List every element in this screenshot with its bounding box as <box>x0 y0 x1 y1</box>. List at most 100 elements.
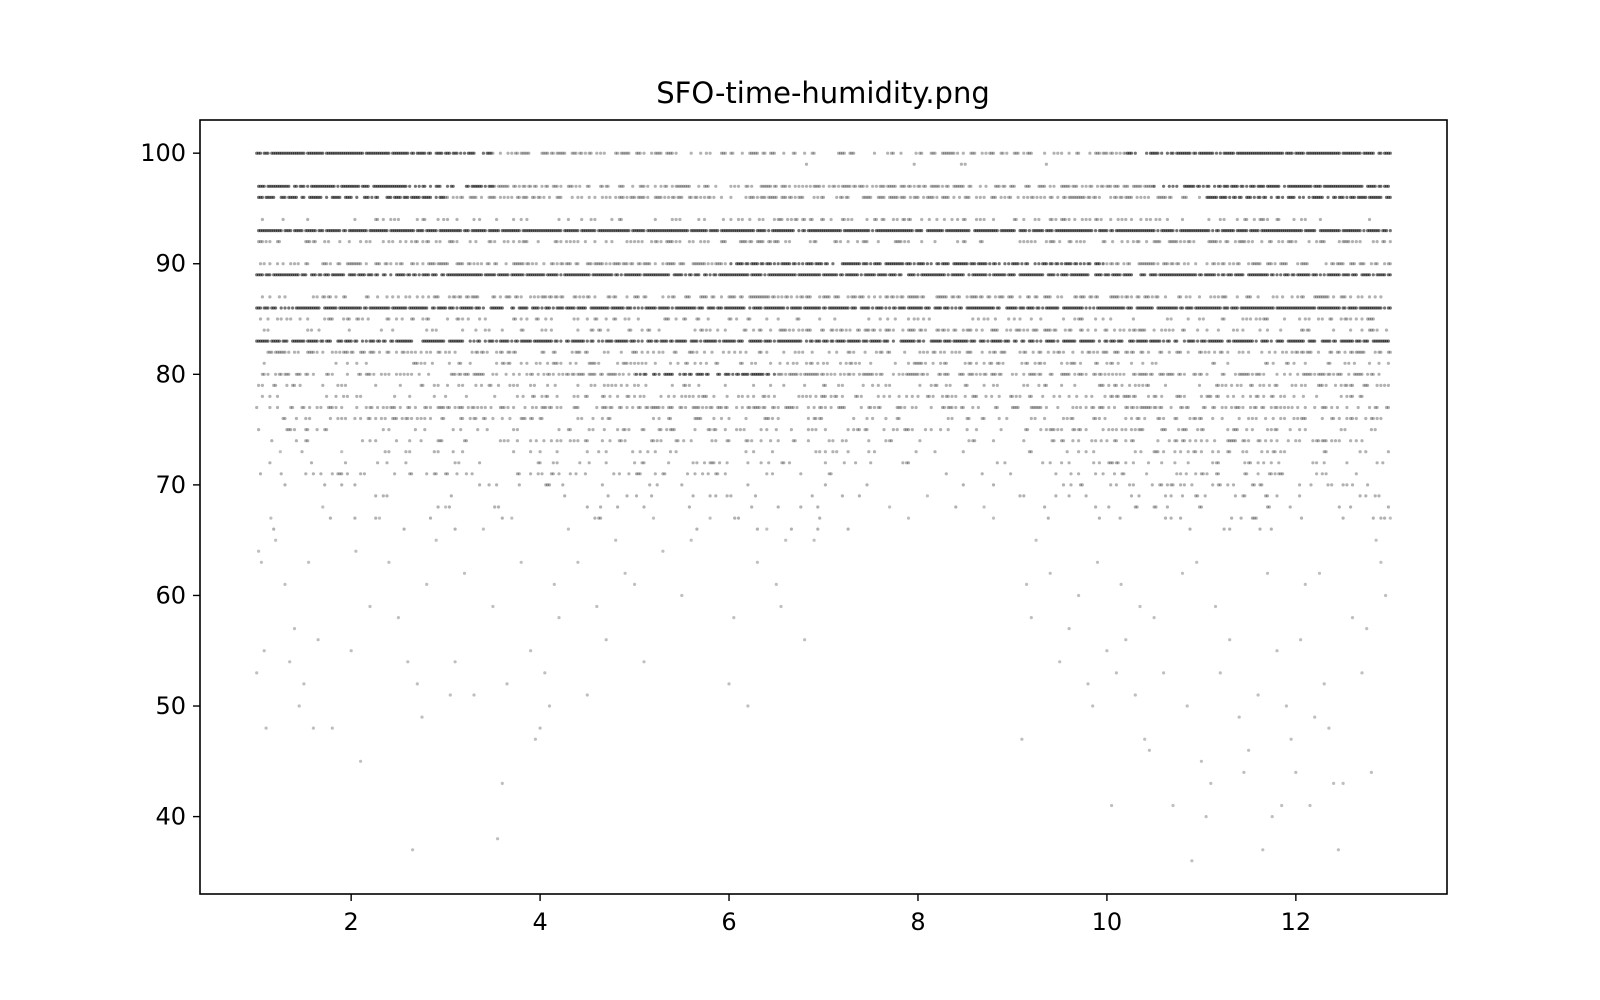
data-point <box>470 306 474 310</box>
data-point <box>1122 328 1126 332</box>
data-point <box>525 195 529 199</box>
data-point <box>1377 361 1381 365</box>
data-point <box>604 240 608 244</box>
data-point <box>693 306 697 310</box>
data-point <box>289 317 293 321</box>
data-point <box>478 339 482 343</box>
data-point <box>848 328 852 332</box>
data-point <box>544 151 548 155</box>
data-point <box>568 361 572 365</box>
data-point <box>1377 372 1381 376</box>
data-point <box>581 372 586 376</box>
data-point <box>1292 361 1296 365</box>
data-point <box>884 383 888 387</box>
data-point <box>787 262 792 266</box>
data-point <box>260 295 264 299</box>
data-point <box>663 184 667 188</box>
data-point <box>502 361 506 365</box>
data-point <box>374 217 378 222</box>
data-point <box>882 217 886 222</box>
data-point <box>410 339 414 343</box>
data-point <box>619 217 623 222</box>
data-point <box>986 317 990 321</box>
data-point <box>1082 240 1086 244</box>
data-point <box>1188 295 1192 299</box>
data-point <box>708 151 712 155</box>
data-point <box>1052 350 1056 354</box>
data-point <box>963 217 967 222</box>
data-point <box>1099 184 1103 188</box>
data-point <box>466 295 470 299</box>
data-point <box>1303 361 1307 365</box>
data-point <box>922 350 926 354</box>
data-point <box>459 372 463 376</box>
data-point <box>1001 151 1005 155</box>
data-point <box>995 229 999 233</box>
data-point <box>640 306 644 310</box>
data-point <box>1035 295 1039 299</box>
data-point <box>976 317 981 321</box>
data-point <box>1175 339 1179 343</box>
data-point <box>411 262 416 266</box>
data-point <box>1328 361 1332 365</box>
data-point <box>946 262 950 266</box>
data-point <box>1184 295 1188 299</box>
data-point <box>1041 273 1045 277</box>
data-point <box>863 240 867 244</box>
data-point <box>872 151 877 155</box>
data-point <box>593 240 597 244</box>
data-point <box>377 350 382 354</box>
data-point <box>610 273 614 277</box>
data-point <box>867 317 871 321</box>
data-point <box>606 328 610 332</box>
data-point <box>617 184 622 188</box>
data-point <box>625 240 629 244</box>
data-point <box>457 383 461 387</box>
data-point <box>1111 151 1115 155</box>
data-point <box>667 151 671 155</box>
data-point <box>908 262 913 266</box>
data-point <box>838 361 843 365</box>
data-point <box>391 295 395 299</box>
data-point <box>591 328 595 332</box>
data-point <box>1012 229 1016 233</box>
data-point <box>893 306 897 310</box>
data-point <box>1061 195 1066 199</box>
data-point <box>706 317 710 321</box>
data-point <box>1199 350 1203 354</box>
data-point <box>731 151 735 155</box>
data-point <box>1133 151 1137 155</box>
data-point <box>459 229 463 233</box>
data-point <box>411 229 416 233</box>
data-point <box>1245 217 1249 222</box>
data-point <box>946 184 950 188</box>
data-point <box>923 184 928 188</box>
data-point <box>511 240 516 244</box>
data-point <box>1175 229 1179 233</box>
data-point <box>1307 328 1311 332</box>
data-point <box>1237 350 1241 354</box>
data-point <box>1014 306 1018 310</box>
data-point <box>784 240 788 244</box>
data-point <box>453 295 457 299</box>
data-point <box>323 240 327 244</box>
data-point <box>1014 372 1018 376</box>
data-point <box>984 151 988 155</box>
data-point <box>812 240 816 244</box>
data-point <box>298 317 302 321</box>
data-point <box>636 295 640 299</box>
data-point <box>1016 151 1020 155</box>
data-point <box>746 273 750 277</box>
data-point <box>942 195 947 199</box>
data-point <box>1152 229 1156 233</box>
data-point <box>302 339 306 343</box>
data-point <box>262 184 266 188</box>
data-point <box>487 328 491 332</box>
data-point <box>823 383 828 387</box>
data-point <box>355 361 359 365</box>
data-point <box>961 273 965 277</box>
data-point <box>561 295 565 299</box>
data-point <box>430 328 434 332</box>
data-point <box>740 217 744 222</box>
